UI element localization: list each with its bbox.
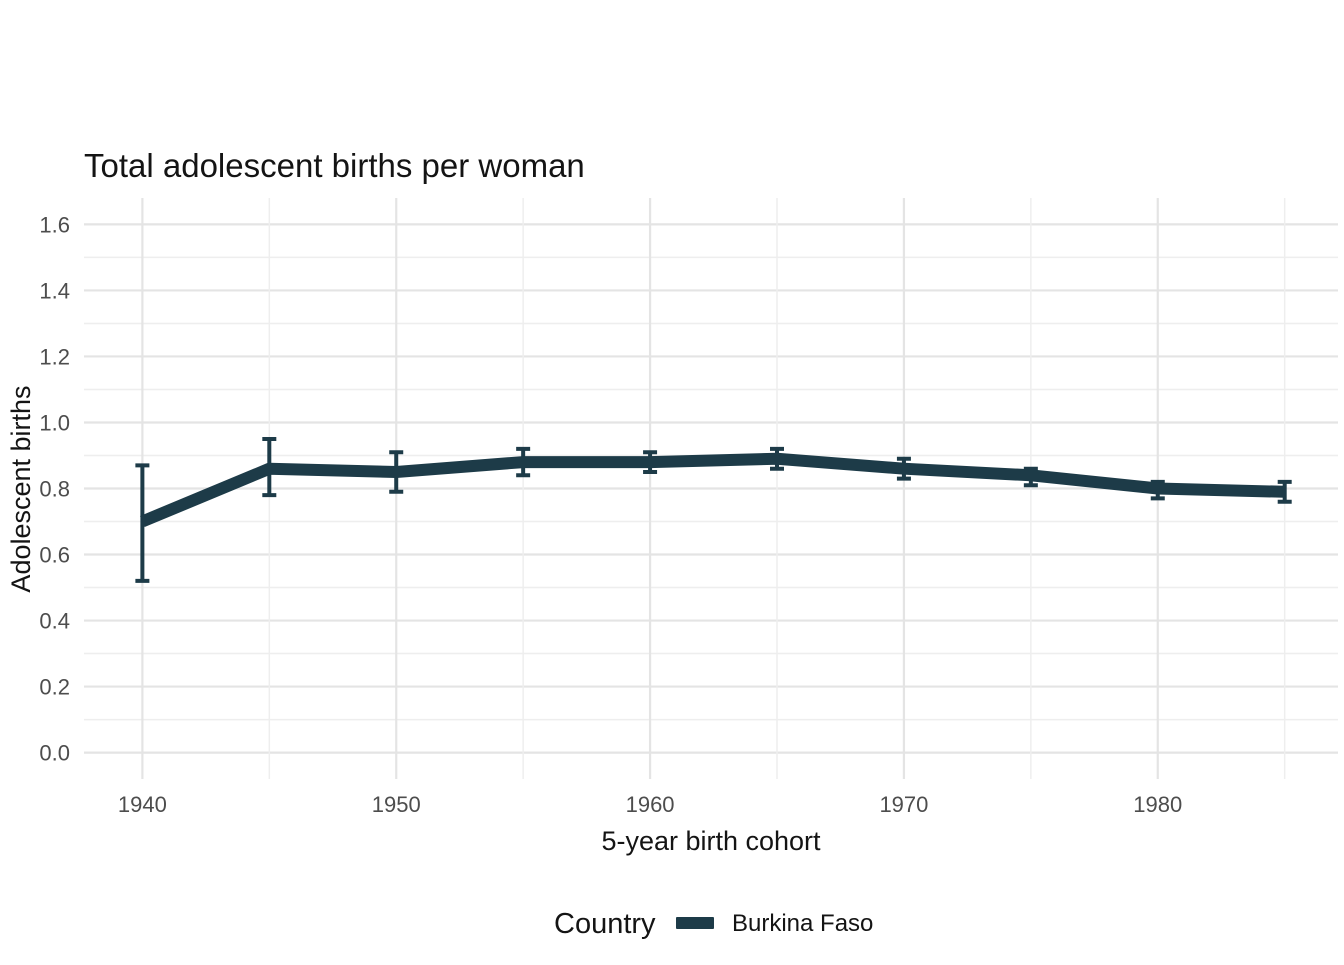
legend-swatch — [676, 917, 714, 929]
error-bar — [135, 463, 150, 583]
y-tick-label: 0.8 — [39, 477, 70, 502]
y-tick-label: 1.2 — [39, 344, 70, 369]
series-line — [140, 452, 1285, 528]
legend: Country Burkina Faso — [554, 908, 873, 940]
y-tick-label: 1.4 — [39, 278, 70, 303]
data-line — [140, 452, 1285, 528]
x-tick-label: 1940 — [118, 792, 167, 817]
chart-title: Total adolescent births per woman — [84, 147, 585, 184]
error-bars — [135, 436, 1292, 583]
x-tick-label: 1970 — [879, 792, 928, 817]
legend-title: Country — [554, 908, 656, 940]
y-tick-label: 1.6 — [39, 212, 70, 237]
y-tick-label: 0.4 — [39, 609, 70, 634]
x-axis-tick-labels: 1940 1950 1960 1970 1980 — [118, 792, 1182, 817]
x-axis-title: 5-year birth cohort — [601, 826, 821, 856]
x-tick-label: 1950 — [372, 792, 421, 817]
y-tick-label: 0.0 — [39, 741, 70, 766]
y-axis-title: Adolescent births — [6, 385, 36, 592]
y-tick-label: 1.0 — [39, 410, 70, 435]
x-tick-label: 1960 — [626, 792, 675, 817]
y-tick-label: 0.6 — [39, 543, 70, 568]
legend-item-label: Burkina Faso — [732, 910, 873, 937]
y-tick-label: 0.2 — [39, 675, 70, 700]
x-tick-label: 1980 — [1133, 792, 1182, 817]
y-axis-tick-labels: 0.0 0.2 0.4 0.6 0.8 1.0 1.2 1.4 1.6 — [39, 212, 70, 765]
